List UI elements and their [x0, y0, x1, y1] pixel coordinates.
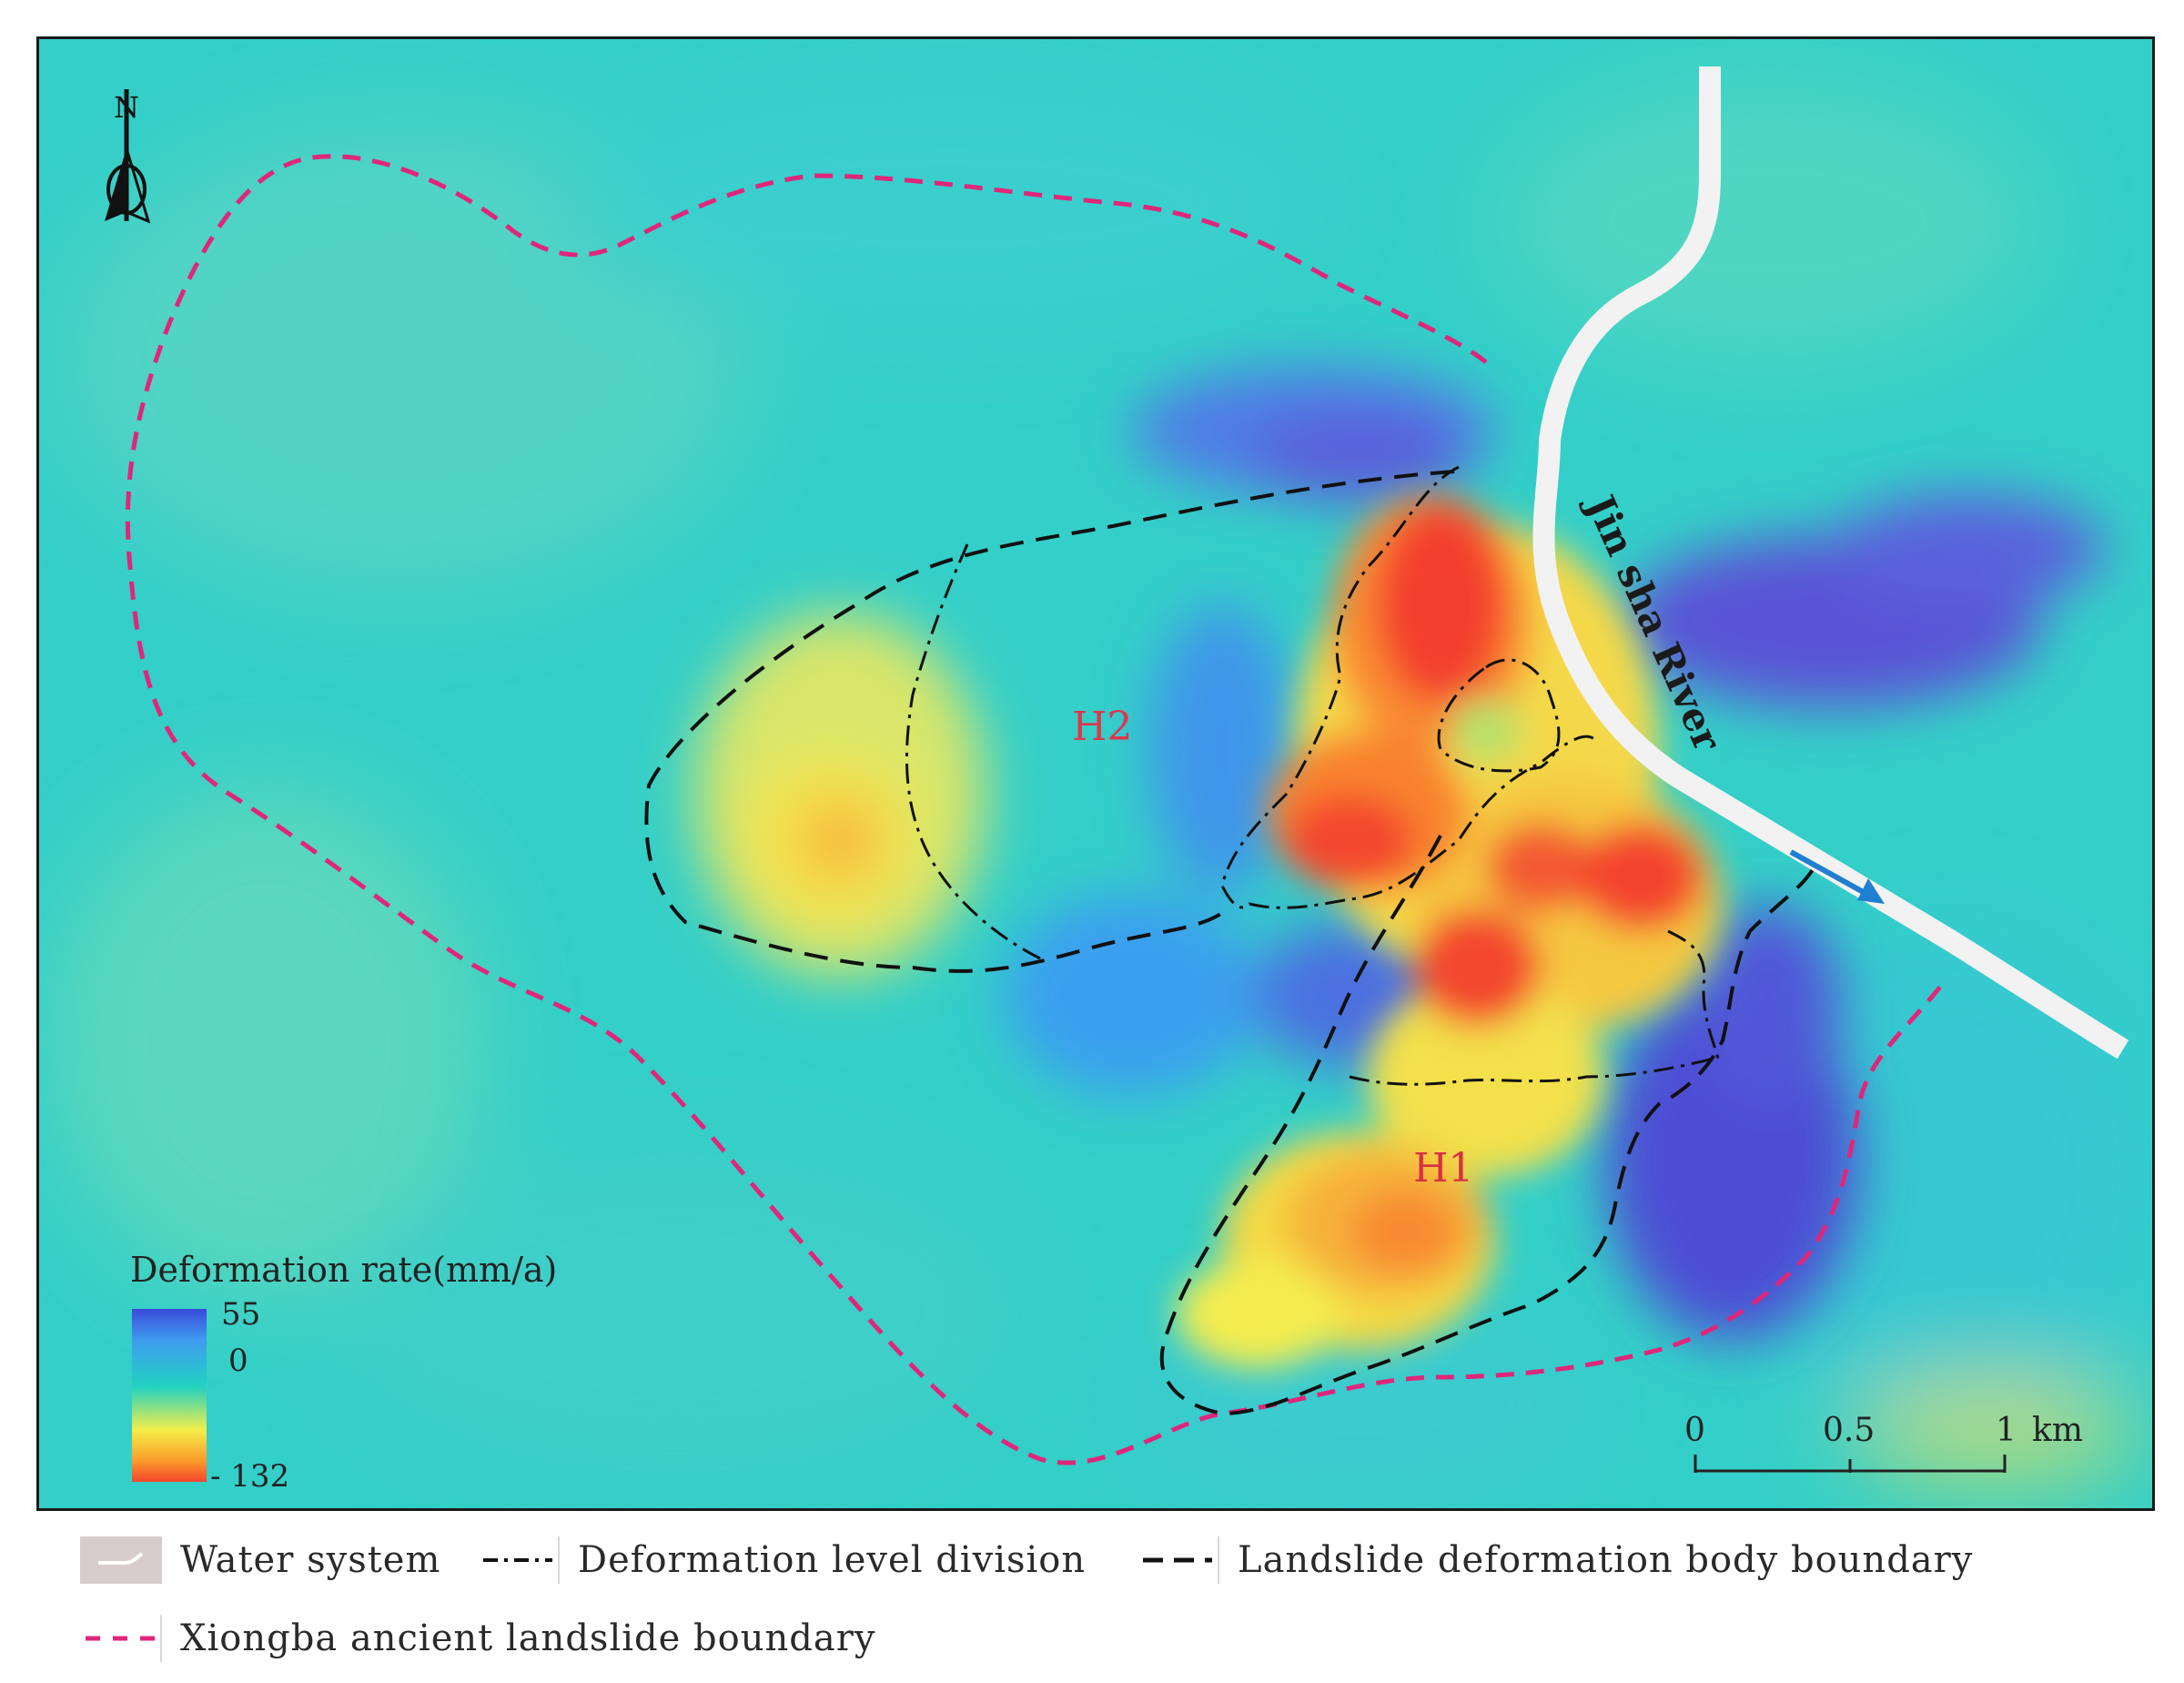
water-system-icon: [80, 1536, 162, 1584]
dashed-line-icon: [80, 1615, 162, 1662]
dashed-line-icon: [1138, 1536, 1219, 1584]
h1-deformation-area: [1177, 494, 1723, 1368]
scale-bar: 0 0.5 1 km: [1684, 1412, 2083, 1473]
map-frame: Jin sha River H2 H1 N Deformation rate(m…: [36, 36, 2155, 1511]
flow-direction-arrow-icon: [1789, 849, 1885, 904]
legend-label-deformation-level: Deformation level division: [578, 1539, 1087, 1581]
deformation-level-division: [1437, 658, 1561, 773]
deformation-level-division: [905, 543, 1041, 960]
north-label: N: [114, 90, 139, 125]
water-system-glyph: [98, 1552, 144, 1565]
north-arrow-icon: N: [105, 89, 151, 224]
colorbar: Deformation rate(mm/a) 55 0 - 132: [130, 1250, 557, 1495]
scale-unit: km: [2032, 1412, 2083, 1449]
deformation-level-division: [1349, 1057, 1714, 1086]
h2-body-boundary: [644, 470, 1455, 973]
h1-body-boundary: [1159, 835, 1815, 1416]
colorbar-ramp: [132, 1309, 207, 1482]
dash-dot-line-icon: [478, 1536, 560, 1584]
legend-item-ancient-landslide: Xiongba ancient landslide boundary: [80, 1615, 875, 1662]
legend-item-landslide-body: Landslide deformation body boundary: [1138, 1536, 1973, 1584]
legend-item-deformation-level: Deformation level division: [478, 1536, 1086, 1584]
zone-label-h2: H2: [1072, 704, 1132, 750]
zone-label-h1: H1: [1413, 1145, 1473, 1191]
colorbar-min-label: - 132: [210, 1458, 289, 1495]
colorbar-title: Deformation rate(mm/a): [130, 1250, 557, 1290]
uplift-areas: [1004, 367, 2105, 1341]
ancient-landslide-boundary: [125, 154, 1943, 1465]
legend-label-water-system: Water system: [180, 1539, 441, 1581]
scale-tick-1: 1: [1996, 1412, 2017, 1449]
scale-tick-0: 0: [1684, 1412, 1705, 1449]
deformation-level-division: [1220, 465, 1597, 909]
scale-tick-0-5: 0.5: [1823, 1412, 1875, 1449]
legend-item-water-system: Water system: [80, 1536, 440, 1584]
colorbar-max-label: 55: [221, 1296, 260, 1333]
legend-label-ancient-landslide: Xiongba ancient landslide boundary: [180, 1617, 876, 1659]
deformation-map: Jin sha River H2 H1 N Deformation rate(m…: [39, 39, 2152, 1508]
deformation-level-division: [1667, 929, 1720, 1059]
colorbar-zero-label: 0: [228, 1343, 248, 1379]
jinsha-river: [1532, 66, 2129, 1059]
legend-label-landslide-body: Landslide deformation body boundary: [1238, 1539, 1974, 1581]
h2-deformation-area: [694, 613, 986, 977]
